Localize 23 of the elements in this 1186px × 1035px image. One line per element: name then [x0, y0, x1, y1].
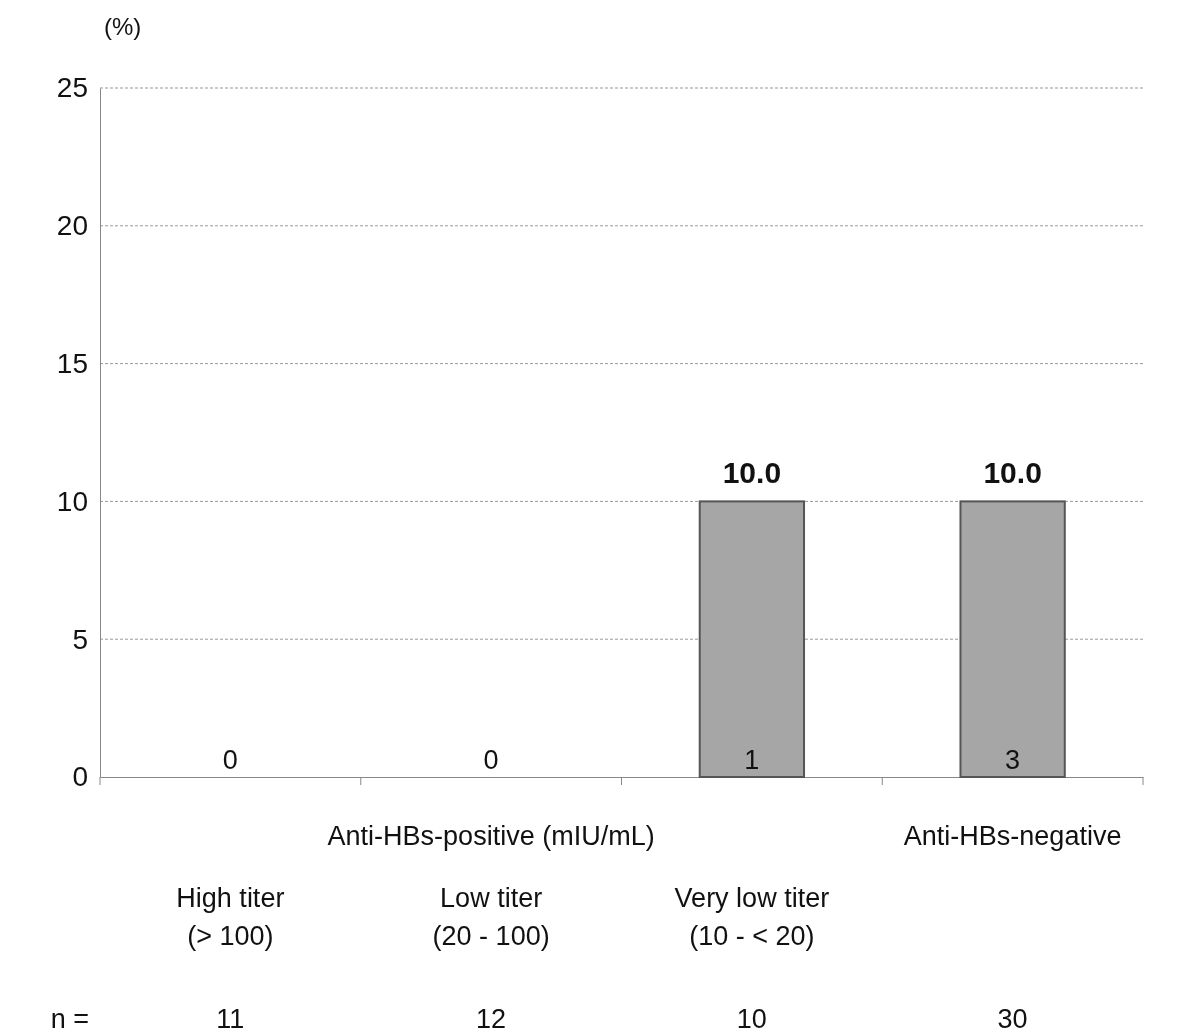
y-tick-label: 15: [56, 348, 88, 380]
x-tick-label: High titer (> 100): [176, 883, 285, 951]
text: n =: [50, 1004, 90, 1034]
text: Anti-HBs-negative: [903, 821, 1122, 851]
annotation: 3: [1005, 745, 1021, 775]
y-tick-label: 20: [56, 210, 88, 242]
text: 11: [216, 1004, 245, 1034]
text: 30: [997, 1004, 1028, 1034]
x-tick-label: Very low titer (10 - < 20): [674, 883, 830, 951]
x-tick-label: Low titer (20 - 100): [432, 883, 550, 951]
data-label: 10.0: [722, 456, 782, 490]
text: Anti-HBs-positive (mIU/mL): [327, 821, 655, 851]
y-axis-title: (%): [104, 13, 142, 40]
y-tick-label: 25: [56, 72, 88, 104]
y-tick-label: 5: [72, 623, 88, 655]
data-label: 10.0: [983, 456, 1042, 490]
text: 10: [736, 1004, 767, 1034]
y-tick-label: 0: [72, 761, 88, 793]
annotation: 0: [222, 745, 238, 775]
annotation: 1: [744, 745, 760, 775]
text: 12: [476, 1004, 507, 1034]
y-tick-label: 10: [56, 485, 88, 517]
annotation: 0: [483, 745, 499, 775]
